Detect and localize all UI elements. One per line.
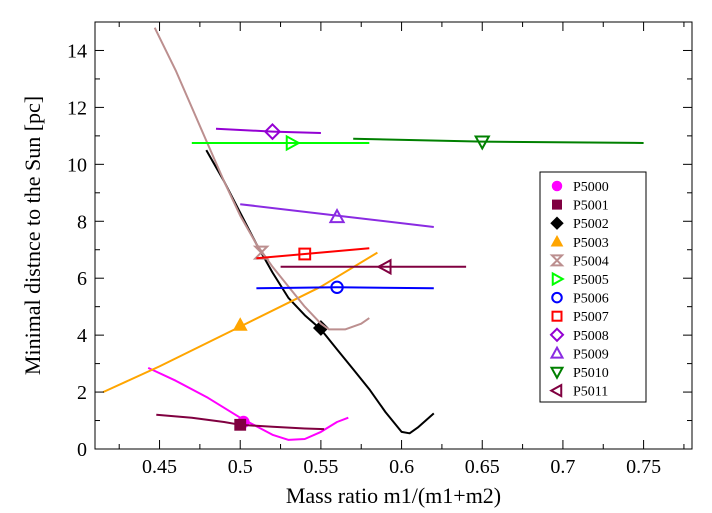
x-tick-label: 0.6 <box>389 456 414 478</box>
x-tick-label: 0.55 <box>303 456 338 478</box>
legend-item: P5002 <box>550 216 609 232</box>
legend-label: P5004 <box>573 254 609 269</box>
legend-item: P5007 <box>551 310 609 325</box>
legend-marker-P5005 <box>551 271 565 287</box>
x-tick-label: 0.75 <box>626 456 661 478</box>
x-tick-label: 0.7 <box>550 456 575 478</box>
series-P5008 <box>215 122 321 141</box>
x-axis-label: Mass ratio m1/(m1+m2) <box>286 483 501 508</box>
x-tick-label: 0.45 <box>142 456 177 478</box>
series-P5001 <box>156 413 325 431</box>
legend-label: P5009 <box>573 347 609 362</box>
series-line-P5010 <box>353 137 644 144</box>
data-point-P5002 <box>312 320 329 336</box>
legend-item: P5010 <box>549 366 609 381</box>
x-tick-label: 0.5 <box>228 456 253 478</box>
legend-label: P5008 <box>573 329 609 344</box>
series-line-P5006 <box>256 286 434 290</box>
legend-item: P5005 <box>551 271 609 288</box>
legend-marker-P5006 <box>551 291 563 304</box>
x-axis: 0.45 0.5 0.55 0.6 0.65 0.7 0.75 <box>118 22 685 478</box>
y-axis-label: Minimal distnce to the Sun [pc] <box>20 96 45 375</box>
data-point-P5006 <box>330 280 344 295</box>
legend-marker-P5007 <box>551 310 563 322</box>
series-line-P5000 <box>147 366 349 441</box>
y-tick-label: 2 <box>77 382 87 404</box>
series-P5007 <box>256 247 370 261</box>
series-P5010 <box>353 135 644 151</box>
series-P5005 <box>191 134 370 152</box>
legend-label: P5003 <box>573 236 609 251</box>
data-point-P5001 <box>234 418 247 431</box>
legend-item: P5001 <box>552 199 609 214</box>
legend-label: P5010 <box>573 366 609 381</box>
legend-label: P5002 <box>573 217 609 232</box>
legend-box <box>539 171 647 403</box>
series-P5002 <box>205 149 435 435</box>
legend-label: P5006 <box>573 292 609 307</box>
legend-item: P5006 <box>551 291 609 307</box>
series-P5011 <box>280 258 467 276</box>
legend-item: P5009 <box>549 345 609 362</box>
y-axis: 0 2 4 6 8 10 12 14 <box>67 40 692 461</box>
series-P5004 <box>153 27 370 331</box>
series-P5006 <box>256 280 434 295</box>
legend-item: P5004 <box>549 254 609 269</box>
y-tick-label: 14 <box>67 40 87 62</box>
data-point-P5004 <box>252 245 270 260</box>
y-tick-label: 10 <box>67 154 87 176</box>
legend-item: P5000 <box>551 180 609 195</box>
legend-marker-P5002 <box>550 216 564 230</box>
y-tick-label: 6 <box>77 268 87 290</box>
data-point-P5008 <box>263 122 282 141</box>
legend-item: P5011 <box>549 383 608 400</box>
legend-marker-P5001 <box>552 199 562 210</box>
y-tick-label: 8 <box>77 211 87 233</box>
series-line-P5009 <box>240 203 434 228</box>
legend-marker-P5004 <box>549 254 565 267</box>
legend-item: P5003 <box>550 235 609 251</box>
plot-frame <box>94 21 693 450</box>
legend-label: P5001 <box>573 199 609 214</box>
data-point-P5011 <box>376 258 392 276</box>
data-point-P5005 <box>285 134 301 152</box>
x-tick-label: 0.65 <box>465 456 500 478</box>
legend-label: P5000 <box>573 180 609 195</box>
legend-label: P5007 <box>573 310 609 325</box>
data-point-P5003 <box>232 317 248 331</box>
legend-marker-P5008 <box>549 327 565 343</box>
series-line-P5008 <box>215 127 321 134</box>
data-point-P5010 <box>473 135 491 151</box>
y-tick-label: 4 <box>77 325 87 347</box>
plot-area <box>94 21 693 450</box>
series-P5009 <box>240 203 434 228</box>
series-line-P5004 <box>153 27 370 331</box>
series-line-P5002 <box>205 149 435 435</box>
y-tick-label: 0 <box>77 439 87 461</box>
legend-item: P5008 <box>549 327 609 344</box>
legend-label: P5011 <box>573 385 608 400</box>
legend-marker-P5000 <box>551 180 563 192</box>
series-P5003 <box>102 251 378 394</box>
legend-marker-P5010 <box>549 366 565 380</box>
legend: P5000 P5001 P5002 P5003 P5004 P5005 P5006 P5007… <box>539 171 647 403</box>
data-point-P5007 <box>298 247 312 261</box>
y-tick-label: 12 <box>67 97 87 119</box>
legend-label: P5005 <box>573 273 609 288</box>
series-line-P5007 <box>256 247 370 260</box>
legend-marker-P5011 <box>549 383 563 398</box>
legend-marker-P5003 <box>550 235 564 247</box>
legend-marker-P5009 <box>549 345 565 359</box>
data-point-P5009 <box>328 208 346 224</box>
